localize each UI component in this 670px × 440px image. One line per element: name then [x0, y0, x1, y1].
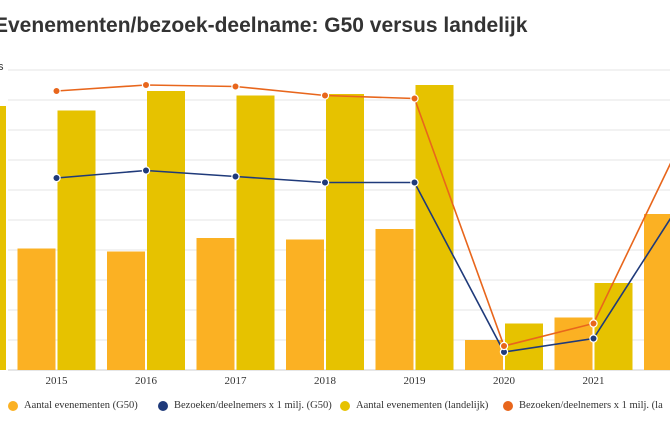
bar-g50-2020: [465, 340, 503, 370]
point-bezoeken-g50-2015: [52, 173, 61, 183]
legend-item: Bezoeken/deelnemers x 1 milj. (G50): [158, 400, 332, 411]
bar-g50-2018: [286, 239, 324, 370]
chart-title: Evenementen/bezoek-deelname: G50 versus …: [0, 14, 528, 37]
point-bezoeken-landelijk-2020: [499, 341, 509, 351]
point-bezoeken-landelijk-2019: [410, 94, 419, 103]
point-bezoeken-g50-2016: [141, 166, 151, 175]
point-bezoeken-g50-2019: [410, 178, 419, 187]
bar-landelijk-2021: [594, 283, 633, 370]
x-tick-label: 2018: [314, 375, 337, 387]
bar-landelijk-2019: [415, 85, 454, 370]
point-bezoeken-landelijk-2016: [141, 80, 151, 90]
legend-label: Aantal evenementen (G50): [24, 400, 138, 411]
point-bezoeken-g50-2017: [231, 172, 240, 181]
bar-g50-2015: [17, 248, 56, 370]
bar-g50-2019: [375, 229, 414, 370]
point-bezoeken-g50-2018: [320, 178, 330, 187]
x-tick-label: 2016: [135, 375, 158, 387]
x-tick-label: 2020: [493, 375, 516, 387]
bar-g50-2017: [196, 238, 235, 370]
x-tick-label: 2019: [404, 375, 427, 387]
bar-landelijk-2014: [0, 106, 6, 370]
legend-label: Bezoeken/deelnemers x 1 milj. (la: [519, 400, 663, 411]
legend-swatch: [340, 400, 350, 411]
x-tick-label: 2015: [46, 375, 69, 387]
bar-g50-2022: [644, 214, 670, 370]
bar-g50-2016: [107, 251, 145, 370]
point-bezoeken-landelijk-2017: [231, 82, 240, 91]
bar-landelijk-2016: [147, 91, 185, 370]
y-axis-label: s: [0, 61, 4, 73]
legend-item: Bezoeken/deelnemers x 1 milj. (la: [503, 400, 663, 411]
point-bezoeken-g50-2021: [589, 334, 598, 343]
line-bezoeken-landelijk: [56, 84, 670, 347]
legend-swatch: [8, 400, 18, 411]
bar-landelijk-2018: [326, 94, 364, 370]
legend-label: Bezoeken/deelnemers x 1 milj. (G50): [174, 400, 332, 411]
legend-item: Aantal evenementen (G50): [8, 400, 138, 411]
legend-swatch: [158, 400, 168, 411]
legend-item: Aantal evenementen (landelijk): [340, 400, 488, 411]
point-bezoeken-landelijk-2018: [320, 91, 330, 100]
legend-swatch: [503, 400, 513, 411]
bar-landelijk-2015: [57, 110, 96, 370]
legend-label: Aantal evenementen (landelijk): [356, 400, 489, 411]
x-tick-label: 2021: [583, 375, 605, 387]
point-bezoeken-landelijk-2015: [52, 86, 61, 96]
line-bezoeken-g50: [56, 169, 670, 353]
x-tick-label: 2017: [225, 375, 248, 387]
point-bezoeken-landelijk-2021: [589, 319, 598, 328]
bar-landelijk-2017: [236, 95, 275, 370]
